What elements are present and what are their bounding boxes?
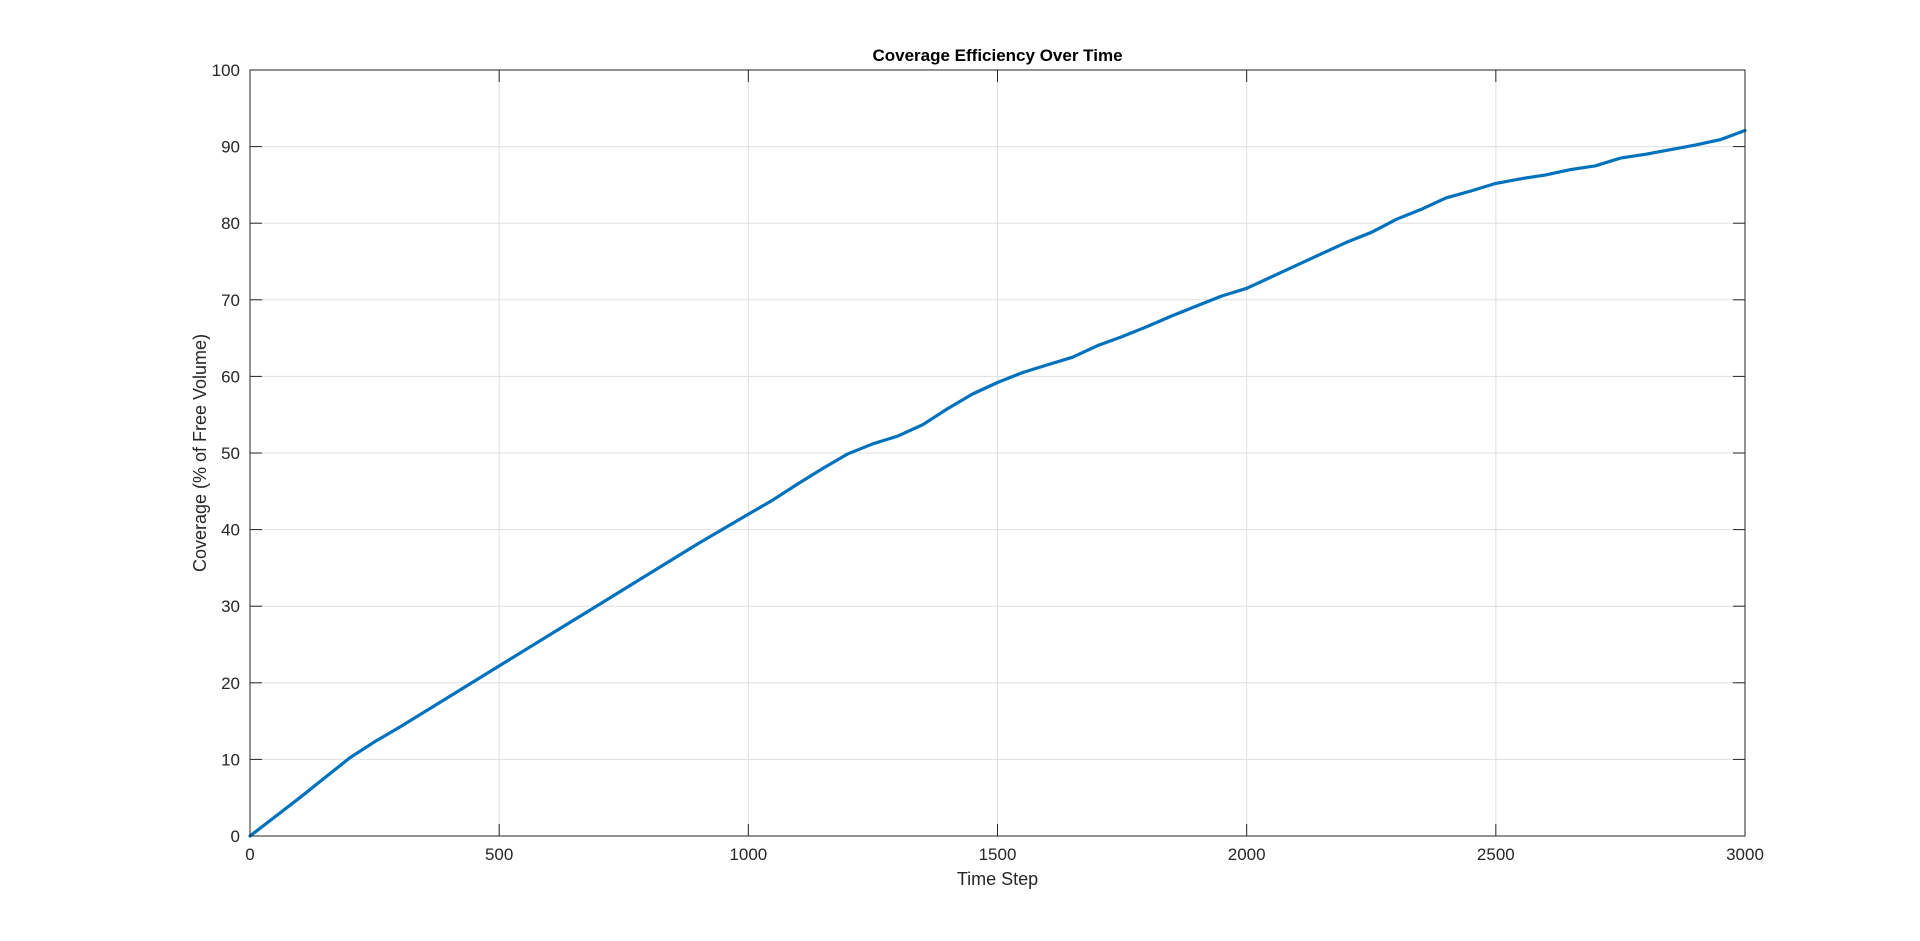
series-layer — [248, 128, 1747, 838]
y-tick-label: 100 — [212, 61, 240, 80]
x-tick-label: 1000 — [729, 845, 767, 864]
y-tick-label: 50 — [221, 444, 240, 463]
axes-box — [249, 69, 1746, 837]
x-tick-label: 0 — [245, 845, 254, 864]
x-tick-label: 3000 — [1726, 845, 1764, 864]
tick-labels: 0 500 1000 1500 2000 2500 3000 0 10 20 30 40 50 60 70 8… — [212, 61, 1764, 864]
y-tick-label: 60 — [221, 367, 240, 386]
y-axis-label: Coverage (% of Free Volume) — [190, 334, 210, 572]
x-tick-label: 2000 — [1228, 845, 1266, 864]
y-tick-label: 0 — [231, 827, 240, 846]
y-tick-label: 70 — [221, 291, 240, 310]
y-tick-label: 90 — [221, 138, 240, 157]
y-tick-label: 30 — [221, 597, 240, 616]
y-tick-label: 80 — [221, 214, 240, 233]
coverage-series-line — [248, 128, 1747, 838]
y-tick-label: 20 — [221, 674, 240, 693]
x-tick-label: 2500 — [1477, 845, 1515, 864]
chart-title: Coverage Efficiency Over Time — [872, 46, 1122, 65]
x-tick-label: 500 — [485, 845, 513, 864]
y-tick-label: 40 — [221, 521, 240, 540]
x-tick-label: 1500 — [979, 845, 1017, 864]
y-tick-label: 10 — [221, 750, 240, 769]
x-axis-label: Time Step — [957, 869, 1038, 889]
